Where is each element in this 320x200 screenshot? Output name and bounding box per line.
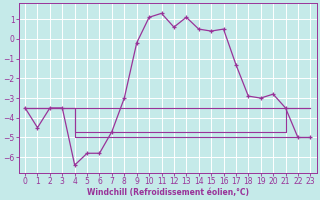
X-axis label: Windchill (Refroidissement éolien,°C): Windchill (Refroidissement éolien,°C) [87,188,249,197]
